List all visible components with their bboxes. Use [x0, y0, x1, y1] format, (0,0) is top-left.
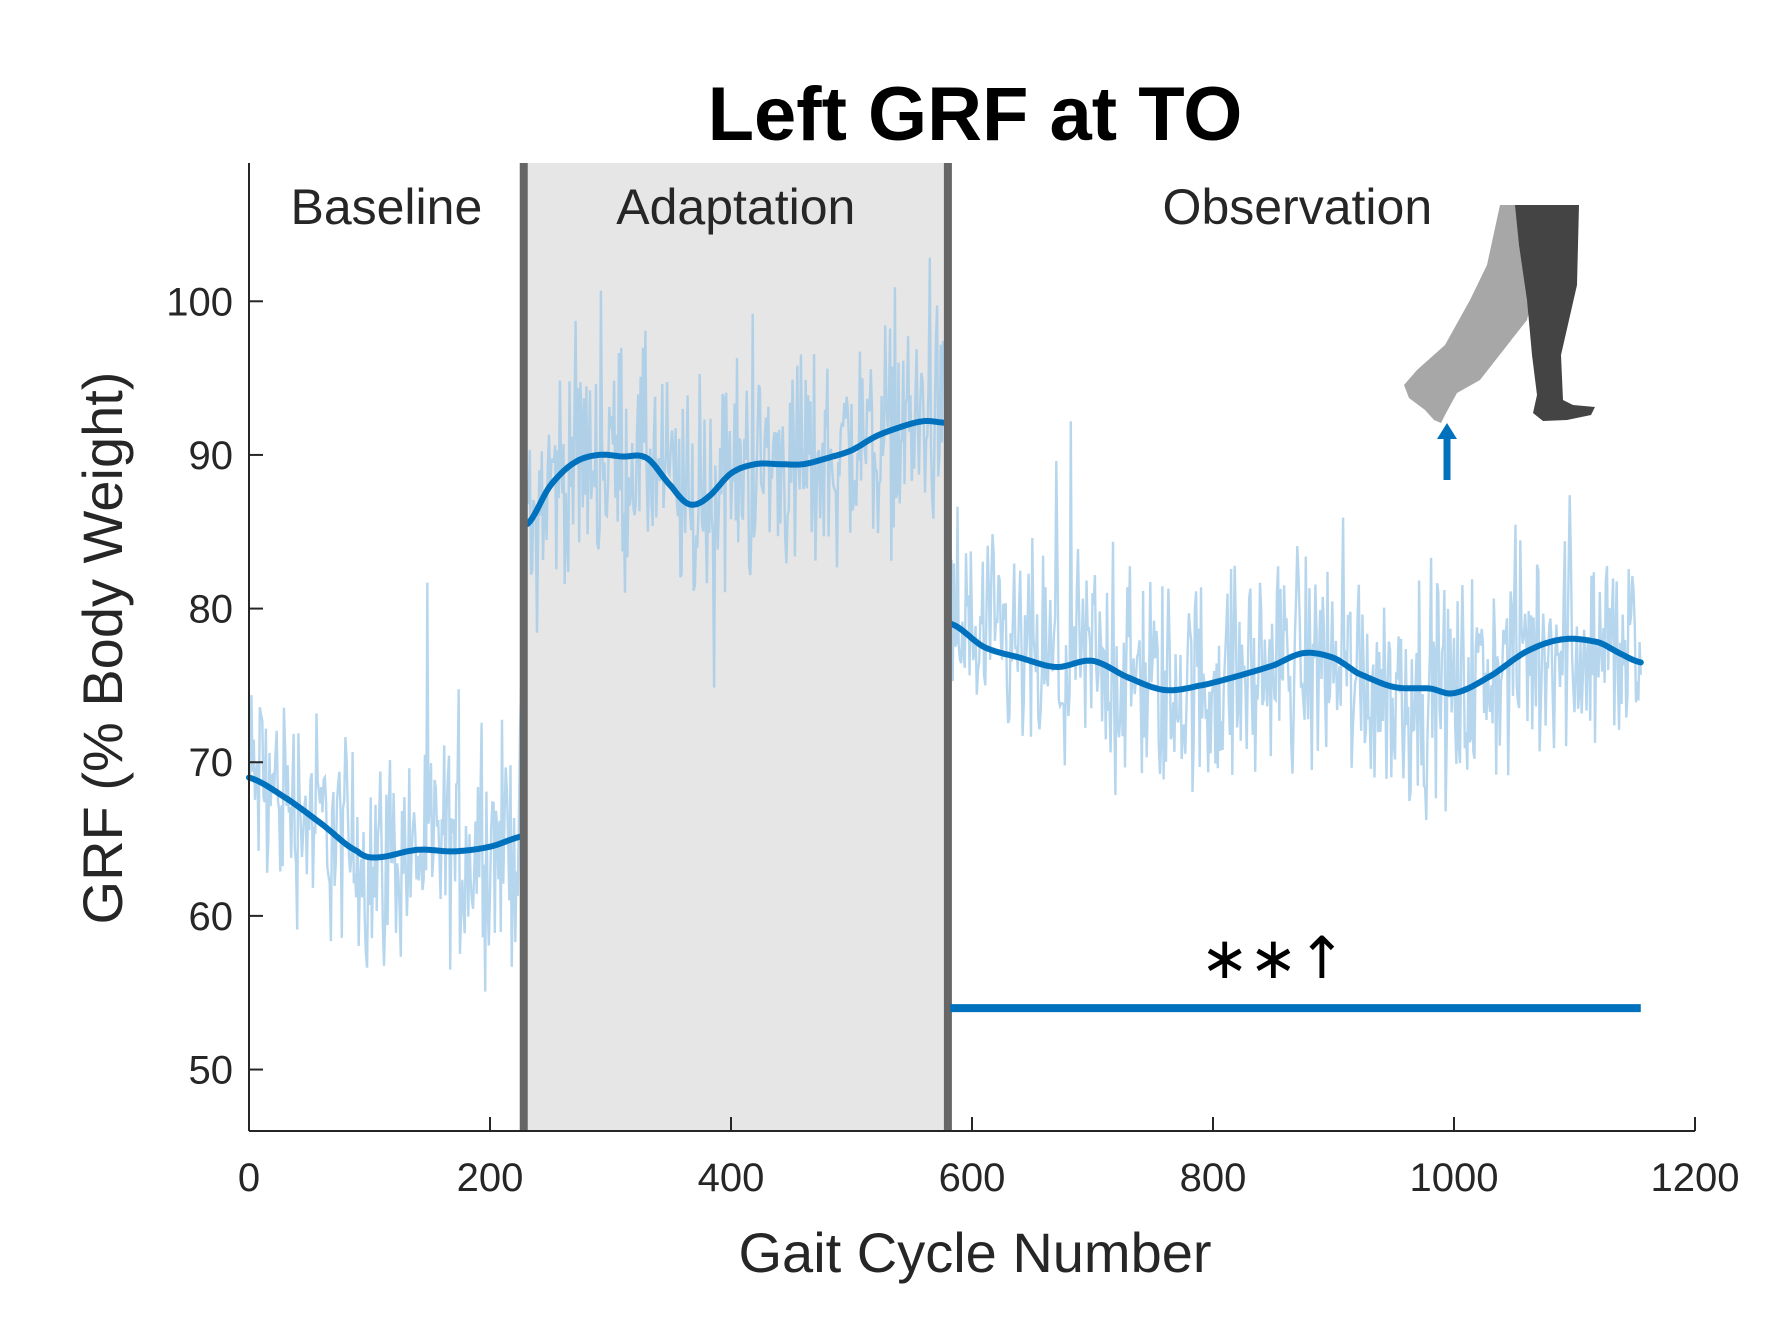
y-tick-label-50: 50 — [189, 1049, 234, 1093]
x-tick-label-800: 800 — [1180, 1156, 1247, 1200]
phase-label-adaptation: Adaptation — [616, 179, 855, 235]
smoothed-line-segment-3 — [948, 621, 1644, 697]
y-tick-label-90: 90 — [189, 434, 234, 478]
y-tick-label-100: 100 — [166, 280, 233, 324]
phase-labels: Baseline Adaptation Observation — [290, 179, 1432, 235]
significance-marker: ∗∗↑ — [950, 924, 1641, 1013]
phase-shade-adaptation — [523, 163, 948, 1131]
x-tick-label-1200: 1200 — [1651, 1156, 1740, 1200]
y-tick-label-70: 70 — [189, 741, 234, 785]
phase-boundaries — [519, 163, 952, 1131]
significance-label: ∗∗↑ — [1200, 924, 1346, 992]
x-tick-label-600: 600 — [939, 1156, 1006, 1200]
smoothed-line-segment-1 — [246, 774, 527, 861]
chart-title: Left GRF at TO — [708, 72, 1243, 157]
y-tick-label-60: 60 — [189, 895, 234, 939]
phase-label-baseline: Baseline — [290, 179, 482, 235]
raw-series — [247, 257, 1642, 992]
raw-line-segment-2 — [526, 257, 946, 688]
y-tick-label-80: 80 — [189, 588, 234, 632]
phase-shading — [523, 163, 948, 1131]
x-tick-label-1000: 1000 — [1410, 1156, 1499, 1200]
plot-area: 0 200 400 600 800 1000 1200 50 60 70 80 90 100 Basel… — [166, 163, 1739, 1200]
raw-line-segment-1 — [247, 582, 525, 992]
y-axis-label: GRF (% Body Weight) — [71, 372, 134, 925]
x-tick-label-0: 0 — [238, 1156, 260, 1200]
smoothed-line-segment-2 — [524, 418, 948, 528]
x-axis-label: Gait Cycle Number — [738, 1221, 1211, 1284]
x-tick-label-400: 400 — [698, 1156, 765, 1200]
axes: 0 200 400 600 800 1000 1200 50 60 70 80 90 100 — [166, 163, 1739, 1200]
smoothed-series — [246, 418, 1644, 861]
raw-line-segment-3 — [950, 421, 1642, 821]
x-tick-label-200: 200 — [457, 1156, 524, 1200]
phase-label-observation: Observation — [1163, 179, 1433, 235]
legs-toe-off-icon — [1404, 205, 1595, 480]
